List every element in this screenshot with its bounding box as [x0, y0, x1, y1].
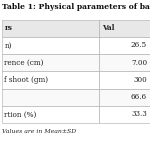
Text: rence (cm): rence (cm): [4, 59, 44, 67]
Text: 26.5: 26.5: [131, 41, 147, 49]
Bar: [99, 88, 150, 106]
Bar: [99, 54, 150, 71]
Text: 300: 300: [133, 76, 147, 84]
Text: rs: rs: [4, 24, 12, 32]
Text: f shoot (gm): f shoot (gm): [4, 76, 49, 84]
Bar: [99, 71, 150, 88]
Bar: [2, 88, 99, 106]
Text: 66.6: 66.6: [131, 93, 147, 101]
Bar: [2, 71, 99, 88]
Text: 33.3: 33.3: [131, 110, 147, 118]
Bar: [2, 37, 99, 54]
Bar: [99, 106, 150, 123]
Bar: [2, 20, 99, 37]
Bar: [2, 106, 99, 123]
Text: 7.00: 7.00: [131, 59, 147, 67]
Text: Val: Val: [102, 24, 114, 32]
Text: Values are in Mean±SD: Values are in Mean±SD: [2, 129, 76, 134]
Bar: [99, 37, 150, 54]
Text: rtion (%): rtion (%): [4, 110, 37, 118]
Text: n): n): [4, 41, 12, 49]
Bar: [2, 54, 99, 71]
Bar: [99, 20, 150, 37]
Text: Table 1: Physical parameters of bamboo s: Table 1: Physical parameters of bamboo s: [2, 3, 150, 11]
